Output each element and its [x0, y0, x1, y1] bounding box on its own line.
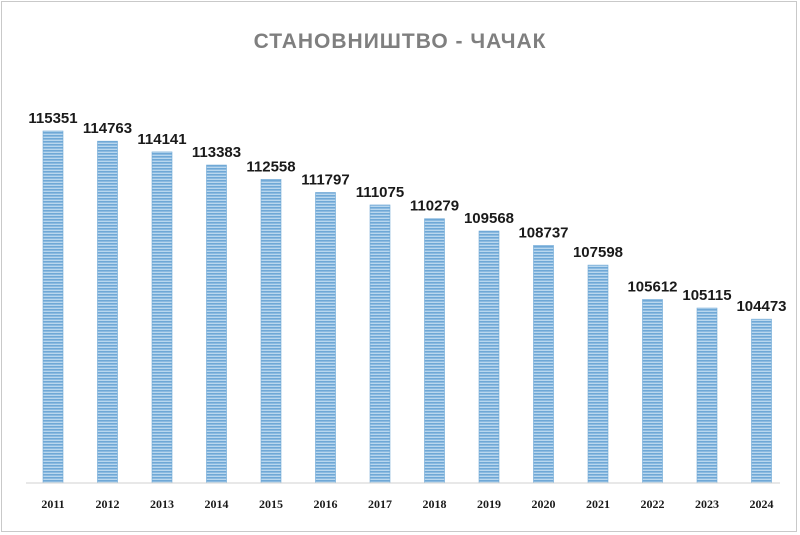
x-tick-label-2015: 2015	[259, 497, 283, 511]
x-tick-label-2020: 2020	[532, 497, 556, 511]
x-tick-label-2024: 2024	[750, 497, 774, 511]
x-tick-label-2019: 2019	[477, 497, 501, 511]
bar-2014	[206, 164, 227, 484]
data-label-2023: 105115	[682, 287, 731, 304]
data-label-2022: 105612	[627, 278, 677, 295]
x-tick-label-2023: 2023	[695, 497, 719, 511]
bar-2011	[42, 130, 64, 484]
x-tick-label-2014: 2014	[205, 497, 229, 511]
data-label-2020: 108737	[518, 224, 568, 241]
bar-2019	[478, 230, 500, 484]
x-tick-label-2021: 2021	[586, 497, 610, 511]
data-label-2012: 114763	[83, 120, 132, 137]
data-label-2017: 111075	[356, 184, 404, 201]
bar-2017	[369, 204, 391, 484]
x-tick-label-2013: 2013	[150, 497, 174, 511]
x-tick-label-2017: 2017	[368, 497, 392, 511]
x-tick-label-2012: 2012	[96, 497, 120, 511]
bar-2023	[696, 307, 718, 484]
bar-2015	[260, 179, 282, 484]
chart-title: СТАНОВНИШТВО - ЧАЧАК	[253, 30, 547, 53]
data-label-2015: 112558	[246, 158, 295, 175]
bar-2021	[587, 264, 609, 484]
data-label-2018: 110279	[410, 198, 459, 215]
data-label-2013: 114141	[137, 131, 186, 148]
data-label-2021: 107598	[573, 244, 623, 261]
data-label-2014: 113383	[192, 144, 241, 161]
data-label-2016: 111797	[301, 171, 349, 188]
bar-2016	[315, 192, 336, 484]
bar-2013	[151, 151, 173, 484]
bar-2018	[424, 218, 445, 484]
x-tick-label-2022: 2022	[641, 497, 665, 511]
bar-2024	[751, 318, 772, 484]
labels-group: 115351 2011 114763 2012 114141 2013 113383 2014…	[28, 110, 786, 511]
data-label-2011: 115351	[28, 110, 77, 127]
x-tick-label-2018: 2018	[423, 497, 447, 511]
bar-2022	[642, 299, 663, 484]
x-tick-label-2011: 2011	[41, 497, 64, 511]
bars-group	[42, 130, 772, 484]
bar-2020	[533, 245, 554, 484]
bar-2012	[97, 140, 118, 484]
x-tick-label-2016: 2016	[314, 497, 338, 511]
data-label-2024: 104473	[736, 298, 786, 315]
data-label-2019: 109568	[464, 210, 514, 227]
